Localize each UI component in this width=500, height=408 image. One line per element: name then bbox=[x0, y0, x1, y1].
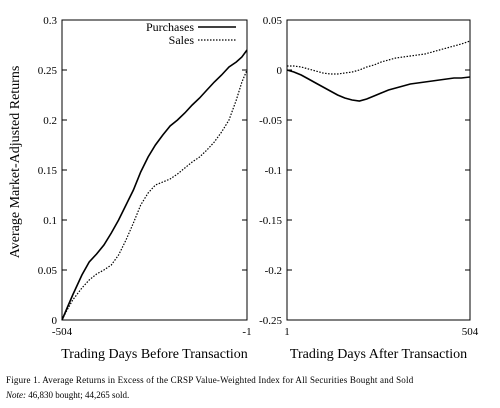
y-tick-label: -0.25 bbox=[259, 315, 282, 327]
y-tick-label: 0.1 bbox=[43, 215, 57, 227]
y-axis-title: Average Market-Adjusted Returns bbox=[8, 66, 23, 259]
note-text: 46,830 bought; 44,265 sold. bbox=[26, 390, 130, 400]
left-panel: 0 0.05 0.1 0.15 0.2 0.25 0.3 -504 -1 Trading Days… bbox=[38, 15, 252, 362]
y-tick-label: -0.15 bbox=[259, 215, 282, 227]
y-tick-label: 0.3 bbox=[43, 15, 57, 27]
y-tick-label: 0.15 bbox=[38, 165, 58, 177]
legend-label: Purchases bbox=[146, 20, 194, 34]
y-tick-label: -0.1 bbox=[265, 165, 282, 177]
y-tick-label: 0 bbox=[52, 315, 58, 327]
plot-frame bbox=[286, 19, 471, 321]
chart-figure: 0 0.05 0.1 0.15 0.2 0.25 0.3 -504 -1 Trading Days… bbox=[8, 15, 479, 362]
plot-frame bbox=[61, 19, 248, 321]
y-tick-label: 0.05 bbox=[263, 15, 283, 27]
x-tick-label: 504 bbox=[462, 326, 479, 338]
x-axis-title: Trading Days After Transaction bbox=[290, 347, 467, 362]
series-line-sales bbox=[287, 40, 471, 75]
series-line-purchases bbox=[61, 49, 248, 321]
x-tick-label: -504 bbox=[52, 326, 73, 338]
series-line-sales bbox=[61, 69, 248, 321]
y-tick-label: -0.2 bbox=[265, 265, 282, 277]
x-tick-label: 1 bbox=[284, 326, 290, 338]
y-tick-label: 0.05 bbox=[38, 265, 58, 277]
note-label: Note: bbox=[6, 390, 26, 400]
legend-label: Sales bbox=[169, 33, 195, 47]
series-line-purchases bbox=[286, 69, 471, 102]
y-tick-label: 0.2 bbox=[43, 115, 57, 127]
y-tick-label: -0.05 bbox=[259, 115, 282, 127]
figure-caption: Figure 1. Average Returns in Excess of t… bbox=[6, 375, 414, 385]
right-panel: -0.25 -0.2 -0.15 -0.1 -0.05 0 0.05 1 504 Trading … bbox=[259, 15, 479, 362]
x-axis-title: Trading Days Before Transaction bbox=[61, 347, 248, 362]
y-tick-label: 0.25 bbox=[38, 65, 58, 77]
y-tick-label: 0 bbox=[277, 65, 283, 77]
x-tick-label: -1 bbox=[242, 326, 251, 338]
figure-note: Note: 46,830 bought; 44,265 sold. bbox=[6, 390, 129, 400]
